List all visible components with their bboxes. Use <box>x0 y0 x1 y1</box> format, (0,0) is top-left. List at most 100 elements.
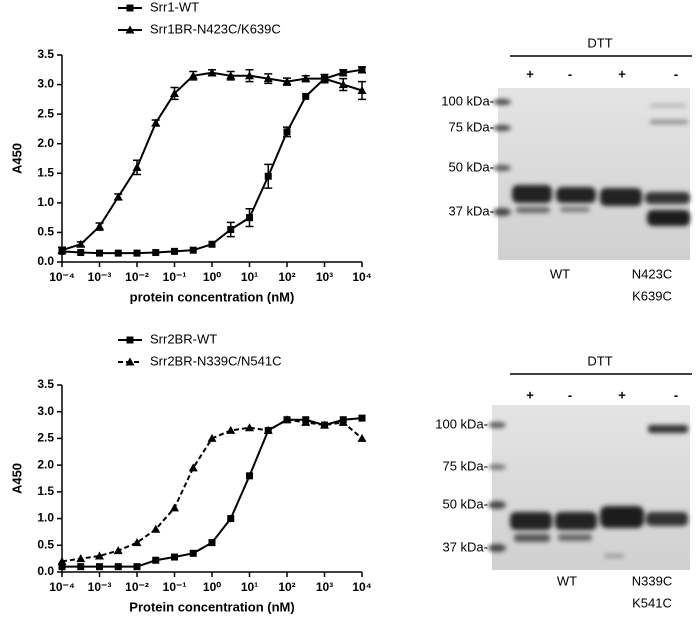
series-line <box>61 71 363 252</box>
data-point <box>95 222 104 231</box>
data-point <box>114 563 122 571</box>
data-point <box>226 425 236 434</box>
data-point <box>57 556 67 565</box>
data-point <box>226 71 236 80</box>
x-tick-label: 10⁻¹ <box>163 270 187 284</box>
size-marker: 75 kDa- <box>442 458 488 473</box>
x-tick-label: 10⁴ <box>352 270 371 284</box>
data-point <box>152 249 160 257</box>
x-tick-label: 10³ <box>316 580 333 594</box>
data-point <box>282 77 292 86</box>
x-tick-label: 10⁻³ <box>88 580 112 594</box>
size-marker: 37 kDa- <box>442 539 488 554</box>
lane-label: - <box>674 66 678 81</box>
data-point <box>208 240 216 248</box>
gel-image <box>488 405 690 570</box>
data-point <box>76 554 86 563</box>
x-tick-label: 10⁻⁴ <box>49 580 75 594</box>
y-tick-label: 2.5 <box>37 106 54 120</box>
data-point <box>189 246 197 254</box>
sample-label: WT <box>550 266 570 281</box>
y-tick-label: 0.5 <box>37 537 54 551</box>
data-point <box>188 463 198 472</box>
data-point <box>151 118 161 127</box>
data-point <box>96 249 103 257</box>
y-tick-label: 0.0 <box>37 254 54 268</box>
data-point <box>207 68 217 77</box>
data-point <box>151 524 161 533</box>
data-point <box>264 172 272 180</box>
data-point <box>113 546 123 555</box>
sample-label: K639C <box>632 288 672 303</box>
y-tick-label: 0.0 <box>37 564 54 578</box>
data-point <box>245 423 254 432</box>
data-point <box>76 239 86 248</box>
data-point <box>114 249 122 257</box>
x-tick-label: 10⁴ <box>352 580 371 594</box>
x-tick-label: 10⁻² <box>125 270 149 284</box>
y-axis-label: A450 <box>9 463 24 494</box>
y-axis-label: A450 <box>9 143 24 174</box>
data-point <box>95 551 104 560</box>
legend-marker <box>126 4 134 12</box>
lane-label: + <box>526 387 534 402</box>
gel-header: DTT <box>587 353 612 368</box>
data-point <box>189 549 197 557</box>
data-point <box>282 415 292 424</box>
data-point <box>246 214 253 222</box>
y-tick-label: 1.0 <box>37 195 54 209</box>
y-tick-label: 1.0 <box>37 511 54 525</box>
data-point <box>57 245 67 254</box>
data-point <box>358 66 366 74</box>
size-marker: 50 kDa- <box>442 496 488 511</box>
x-tick-label: 10⁻¹ <box>163 580 187 594</box>
x-tick-label: 10² <box>278 270 295 284</box>
x-axis-label: Protein concentration (nM) <box>129 599 294 614</box>
data-point <box>320 74 329 83</box>
series-line <box>61 68 363 255</box>
data-point <box>77 563 85 571</box>
data-point <box>188 71 198 80</box>
data-point <box>133 563 141 571</box>
x-tick-label: 10⁻³ <box>88 270 112 284</box>
x-axis-label: protein concentration (nM) <box>130 289 295 304</box>
data-point <box>302 92 310 100</box>
y-tick-label: 3.5 <box>37 47 54 61</box>
lane-label: - <box>674 387 678 402</box>
x-tick-label: 10² <box>278 580 295 594</box>
legend-label: Srr1-WT <box>150 0 199 14</box>
data-point <box>58 563 66 571</box>
data-point <box>132 538 142 547</box>
data-point <box>227 225 235 233</box>
size-marker: 37 kDa- <box>448 203 494 218</box>
legend-marker <box>126 336 134 344</box>
data-point <box>96 563 103 571</box>
data-point <box>320 420 329 429</box>
sample-label: N339C <box>632 573 672 588</box>
legend-marker <box>125 357 135 366</box>
data-point <box>263 74 273 83</box>
y-tick-label: 2.0 <box>37 136 54 150</box>
data-point <box>338 80 348 89</box>
y-tick-label: 3.5 <box>37 377 54 391</box>
data-point <box>170 88 179 97</box>
x-tick-label: 10⁰ <box>203 270 221 284</box>
data-point <box>357 85 367 94</box>
gel-header: DTT <box>587 35 612 50</box>
data-point <box>77 249 85 257</box>
y-tick-label: 0.5 <box>37 225 54 239</box>
x-tick-label: 10¹ <box>241 580 258 594</box>
y-tick-label: 2.0 <box>37 457 54 471</box>
data-point <box>283 128 291 136</box>
data-point <box>301 74 311 83</box>
data-point <box>171 553 178 561</box>
data-point <box>171 247 178 255</box>
x-tick-label: 10⁻² <box>125 580 149 594</box>
data-point <box>245 71 254 80</box>
size-marker: 75 kDa- <box>448 119 494 134</box>
sample-label: K541C <box>632 595 672 610</box>
data-point <box>170 503 179 512</box>
legend-label: Srr1BR-N423C/K639C <box>150 21 281 36</box>
data-point <box>152 556 160 564</box>
